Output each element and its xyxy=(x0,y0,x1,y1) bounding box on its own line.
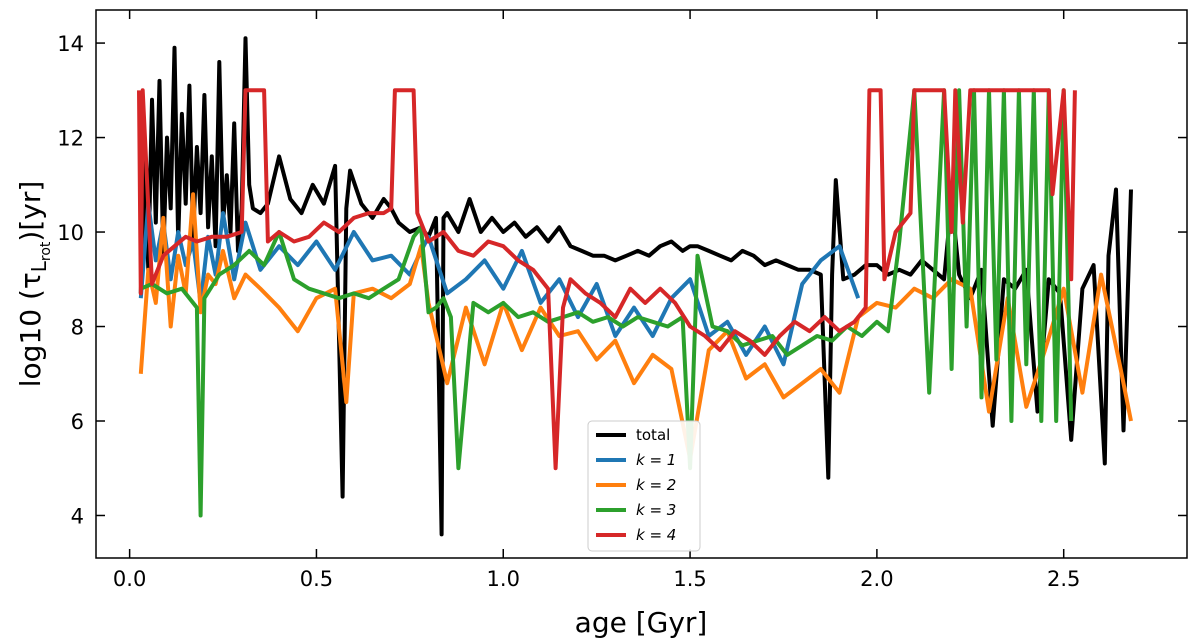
y-axis-title-sub: L xyxy=(27,260,51,272)
y-tick-label: 10 xyxy=(57,221,84,245)
x-tick-label: 2.5 xyxy=(1047,567,1080,591)
y-tick-label: 8 xyxy=(71,316,84,340)
y-tick-label: 4 xyxy=(71,504,84,528)
x-tick-label: 1.0 xyxy=(487,567,520,591)
x-tick-label: 2.0 xyxy=(860,567,893,591)
legend-box xyxy=(587,420,701,552)
legend-label-k2: k = 2 xyxy=(636,476,676,494)
plot-frame xyxy=(95,9,1188,559)
x-tick-label: 0.0 xyxy=(113,567,146,591)
legend: total k = 1 k = 2 k = 3 k = 4 xyxy=(587,420,701,552)
legend-label-k4: k = 4 xyxy=(636,526,676,544)
y-tick-label: 6 xyxy=(71,410,84,434)
legend-label-total: total xyxy=(636,426,670,444)
legend-label-k3: k = 3 xyxy=(636,501,676,519)
legend-label-k1: k = 1 xyxy=(636,451,676,469)
y-axis-title-suffix: )[yr] xyxy=(14,181,47,242)
x-tick-label: 0.5 xyxy=(300,567,333,591)
x-tick-label: 1.5 xyxy=(673,567,706,591)
series-line-k4 xyxy=(137,88,1077,471)
y-axis-title: log10 (τLrot)[yr] xyxy=(14,181,54,388)
y-axis-title-subsub: rot xyxy=(38,241,54,261)
y-tick-label: 12 xyxy=(57,127,84,151)
series-layer xyxy=(137,36,1133,537)
series-line-k3 xyxy=(140,88,1074,518)
y-tick-label: 14 xyxy=(57,32,84,56)
x-axis-title: age [Gyr] xyxy=(575,606,708,639)
y-axis-title-main: log10 (τ xyxy=(14,272,47,387)
tick-layer: 0.0 0.5 1.0 1.5 2.0 2.5 4 6 8 10 12 14 xyxy=(57,10,1187,591)
